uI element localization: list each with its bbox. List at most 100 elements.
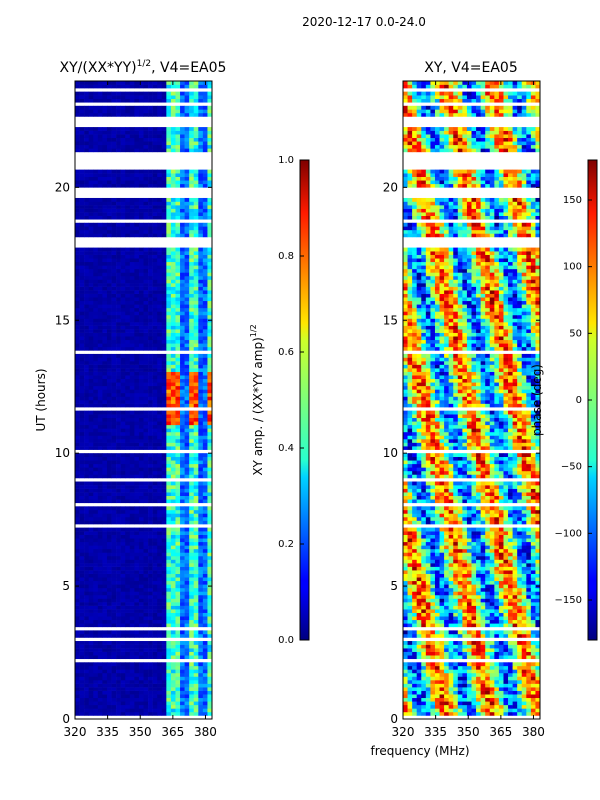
amp-cell — [79, 385, 85, 390]
amp-cell — [161, 368, 167, 372]
colorbar1-tick-label: 1.0 — [278, 155, 294, 166]
amp-cell — [134, 435, 140, 440]
amp-cell — [102, 612, 108, 617]
amp-cell — [198, 520, 204, 525]
amp-cell — [184, 495, 190, 500]
phase-cell — [526, 708, 532, 713]
amp-cell — [129, 201, 135, 206]
amp-cell — [129, 470, 135, 475]
amp-cell — [161, 534, 167, 539]
amp-cell — [161, 495, 167, 500]
amp-cell — [97, 403, 103, 408]
amp-cell — [93, 254, 99, 259]
amp-cell — [116, 435, 121, 440]
amp-cell — [207, 442, 212, 447]
phase-cell — [444, 697, 449, 702]
amp-cell — [93, 552, 99, 557]
amp-cell — [116, 300, 121, 305]
amp-cell — [170, 304, 176, 309]
amp-cell — [111, 400, 117, 404]
amp-cell — [79, 566, 85, 571]
amp-cell — [116, 711, 121, 716]
amp-cell — [157, 279, 163, 284]
amp-cell — [157, 552, 163, 557]
amp-cell — [75, 612, 80, 617]
amp-cell — [129, 435, 135, 440]
amp-cell — [116, 130, 121, 135]
phase-cell — [453, 690, 459, 695]
amp-cell — [189, 421, 195, 426]
amp-cell — [125, 176, 131, 181]
amp-cell — [75, 130, 80, 135]
amp-cell — [152, 98, 158, 103]
amp-cell — [75, 463, 80, 468]
amp-cell — [184, 683, 190, 688]
amp-cell — [79, 368, 85, 372]
amp-cell — [148, 644, 153, 649]
amp-cell — [97, 467, 103, 472]
amp-cell — [97, 435, 103, 440]
amp-cell — [120, 680, 126, 684]
amp-cell — [106, 584, 112, 589]
amp-cell — [111, 609, 117, 613]
amp-cell — [116, 591, 121, 596]
amp-cell — [189, 378, 195, 383]
amp-cell — [152, 208, 158, 213]
amp-cell — [148, 446, 153, 450]
amp-cell — [125, 566, 131, 571]
amp-cell — [193, 378, 199, 383]
amp-cell — [161, 275, 167, 280]
amp-cell — [202, 144, 208, 149]
amp-cell — [106, 130, 112, 135]
amp-cell — [180, 665, 185, 670]
amp-cell — [75, 95, 80, 100]
amp-cell — [170, 307, 176, 312]
amp-cell — [116, 587, 121, 592]
amp-cell — [106, 463, 112, 468]
amp-cell — [143, 201, 149, 206]
amp-cell — [116, 251, 121, 255]
x-tick-label: 365 — [161, 725, 184, 739]
amp-cell — [189, 552, 195, 557]
amp-cell — [161, 417, 167, 422]
phase-cell — [434, 694, 440, 699]
amp-cell — [106, 293, 112, 298]
amp-cell — [180, 339, 185, 344]
amp-cell — [75, 623, 80, 628]
amp-cell — [189, 307, 195, 312]
amp-cell — [170, 332, 176, 337]
amp-cell — [125, 623, 131, 628]
amp-cell — [184, 392, 190, 397]
amp-cell — [193, 531, 199, 535]
amp-cell — [202, 410, 208, 415]
amp-cell — [161, 499, 167, 504]
amp-cell — [106, 297, 112, 302]
amp-cell — [79, 98, 85, 103]
amp-cell — [152, 290, 158, 294]
amp-cell — [75, 141, 80, 146]
amp-cell — [116, 442, 121, 447]
amp-cell — [184, 293, 190, 298]
amp-cell — [125, 669, 131, 674]
amp-cell — [193, 364, 199, 369]
phase-cell — [457, 704, 463, 709]
amp-cell — [152, 148, 158, 153]
amp-cell — [134, 559, 140, 564]
amp-cell — [120, 470, 126, 475]
amp-cell — [102, 417, 108, 422]
amp-cell — [138, 325, 144, 330]
amp-cell — [157, 378, 163, 383]
amp-cell — [88, 247, 94, 252]
amp-cell — [111, 435, 117, 440]
amp-cell — [148, 573, 153, 578]
amp-cell — [106, 655, 112, 660]
amp-cell — [184, 655, 190, 660]
amp-cell — [198, 254, 204, 259]
amp-cell — [189, 641, 195, 645]
amp-cell — [102, 697, 108, 702]
amp-cell — [93, 431, 99, 436]
amp-cell — [193, 630, 199, 635]
amp-cell — [184, 251, 190, 255]
amp-cell — [106, 559, 112, 564]
amp-cell — [202, 389, 208, 394]
